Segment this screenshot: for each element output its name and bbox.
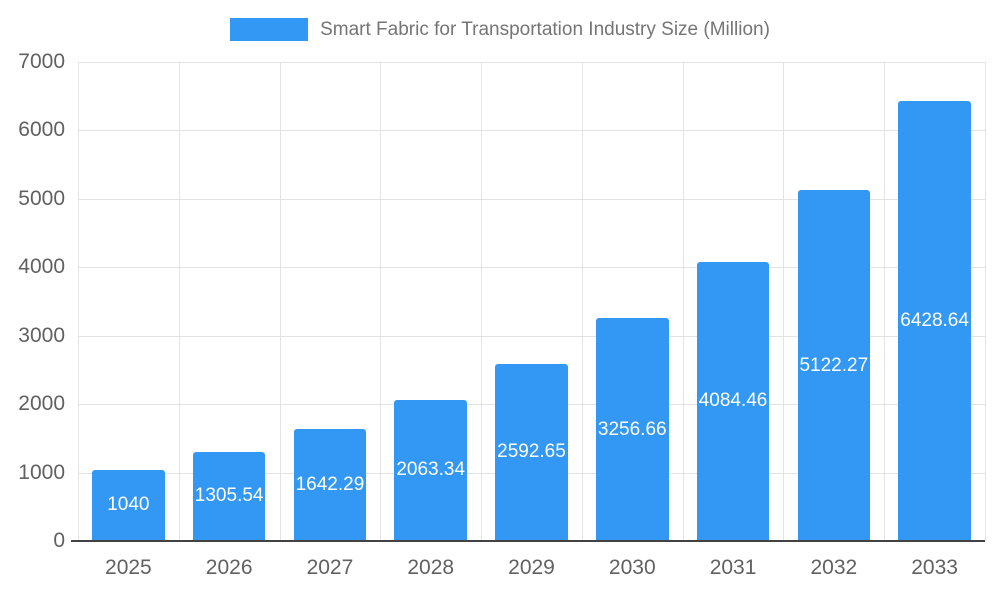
bar-2029: 2592.65 (495, 363, 568, 541)
bar-value-label: 5122.27 (799, 354, 869, 376)
y-axis-tick-label: 3000 (18, 323, 65, 347)
gridline-vertical (783, 62, 785, 541)
x-axis-tick-label: 2028 (407, 556, 455, 579)
x-axis-tick-label: 2032 (810, 556, 858, 579)
gridline-vertical (884, 62, 886, 541)
bar-value-label: 1642.29 (295, 473, 365, 495)
gridline-horizontal (78, 198, 985, 200)
y-axis-tick-label: 0 (53, 529, 65, 552)
y-axis-tick-label: 6000 (18, 118, 65, 142)
bar-value-label: 3256.66 (597, 418, 667, 440)
x-axis-tick-label: 2029 (508, 556, 555, 579)
y-axis-tick-label: 4000 (18, 255, 65, 279)
bar-value-label: 6428.64 (900, 310, 969, 332)
gridline-horizontal (78, 267, 985, 269)
x-axis-tick-label: 2030 (608, 556, 656, 579)
bar-value-label: 4084.46 (698, 390, 768, 412)
y-axis-tick-label: 5000 (18, 186, 65, 210)
x-axis-tick-label: 2025 (105, 556, 152, 579)
plot-area: 1040 1305.54 1642.29 2063.34 2592.65 3256.66 4… (71, 62, 986, 542)
bar-2030: 3256.66 (595, 318, 669, 541)
gridline-vertical (78, 62, 79, 541)
bar-2032: 5122.27 (797, 190, 871, 541)
x-axis-tick-label: 2026 (205, 556, 253, 579)
gridline-vertical (682, 62, 684, 541)
bar-2027: 1642.29 (293, 428, 367, 541)
legend-swatch (230, 18, 309, 41)
x-axis-tick-label: 2027 (306, 556, 354, 579)
gridline-vertical (279, 62, 281, 541)
x-axis-tick-label: 2031 (709, 556, 757, 579)
chart-title: Smart Fabric for Transportation Industry… (320, 18, 770, 40)
x-axis-line (78, 540, 985, 542)
y-axis-tick-label: 7000 (18, 50, 65, 73)
bar-2028: 2063.34 (394, 399, 467, 541)
y-axis-origin-tick (71, 540, 78, 542)
bar-2033: 6428.64 (898, 101, 971, 541)
gridline-vertical (581, 62, 583, 541)
bar-2025: 1040 (92, 469, 165, 541)
y-axis-tick-label: 1000 (18, 460, 65, 484)
gridline-horizontal (78, 62, 985, 63)
gridline-vertical (985, 62, 986, 541)
x-axis-tick-label: 2033 (911, 556, 958, 579)
bar-value-label: 1305.54 (194, 485, 264, 507)
y-axis-tick-label: 2000 (18, 392, 65, 416)
legend: Smart Fabric for Transportation Industry… (0, 18, 1000, 41)
gridline-horizontal (78, 130, 985, 132)
bar-value-label: 1040 (107, 494, 150, 516)
gridline-vertical (481, 62, 483, 541)
bar-2031: 4084.46 (696, 261, 770, 541)
bar-value-label: 2592.65 (497, 441, 566, 463)
gridline-vertical (380, 62, 382, 541)
bar-value-label: 2063.34 (396, 459, 466, 481)
gridline-horizontal (78, 335, 985, 337)
gridline-vertical (178, 62, 180, 541)
bar-2026: 1305.54 (192, 451, 266, 541)
